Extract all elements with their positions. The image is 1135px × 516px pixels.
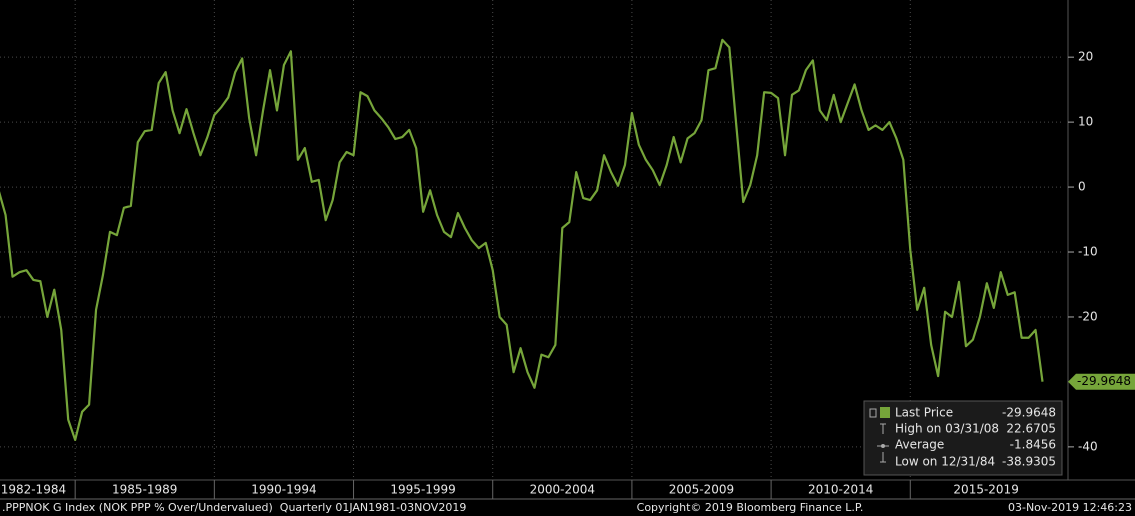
legend-swatch: [880, 407, 890, 418]
legend-icon: [880, 423, 886, 434]
legend-label: Average: [895, 438, 944, 452]
last-price-badge: -29.9648: [1068, 373, 1135, 390]
copyright: Copyright© 2019 Bloomberg Finance L.P.: [637, 501, 864, 514]
y-tick-label: -20: [1078, 309, 1098, 323]
legend-box: [863, 400, 1063, 476]
x-tick-label: 2015-2019: [953, 483, 1018, 497]
timestamp: 03-Nov-2019 12:46:23: [1008, 501, 1132, 514]
line-layer: [0, 38, 1044, 442]
series-line: [0, 38, 1044, 442]
legend-icon: [881, 444, 885, 448]
y-tick-label: -40: [1078, 439, 1098, 453]
x-tick-label: 2005-2009: [669, 483, 734, 497]
x-tick-label: 1995-1999: [390, 483, 455, 497]
legend-value: -38.9305: [1002, 455, 1056, 469]
last-price-marker: [1068, 373, 1135, 390]
legend-value: -29.9648: [1002, 406, 1056, 420]
legend-icon: [869, 408, 877, 418]
y-tick-label: 20: [1078, 50, 1093, 64]
x-tick-label: 2010-2014: [808, 483, 873, 497]
legend-label: Last Price: [895, 406, 953, 420]
last-price-label: -29.9648: [1077, 374, 1131, 388]
x-tick-label: 2000-2004: [530, 483, 595, 497]
footer-title: .PPPNOK G Index (NOK PPP % Over/Underval…: [2, 501, 466, 514]
legend-label: Low on 12/31/84: [895, 455, 995, 469]
y-tick-label: 0: [1078, 180, 1086, 194]
legend-value: 22.6705: [1006, 422, 1056, 436]
legend-icon: [880, 452, 886, 463]
y-tick-label: 10: [1078, 115, 1093, 129]
legend: Last Price -29.9648 High on 03/31/08 22.…: [863, 400, 1063, 476]
x-tick-label: 1990-1994: [251, 483, 316, 497]
legend-label: High on 03/31/08: [895, 422, 999, 436]
x-tick-label: 1982-1984: [1, 483, 66, 497]
x-tick-label: 1985-1989: [112, 483, 177, 497]
legend-value: -1.8456: [1010, 438, 1056, 452]
y-tick-label: -10: [1078, 245, 1098, 259]
